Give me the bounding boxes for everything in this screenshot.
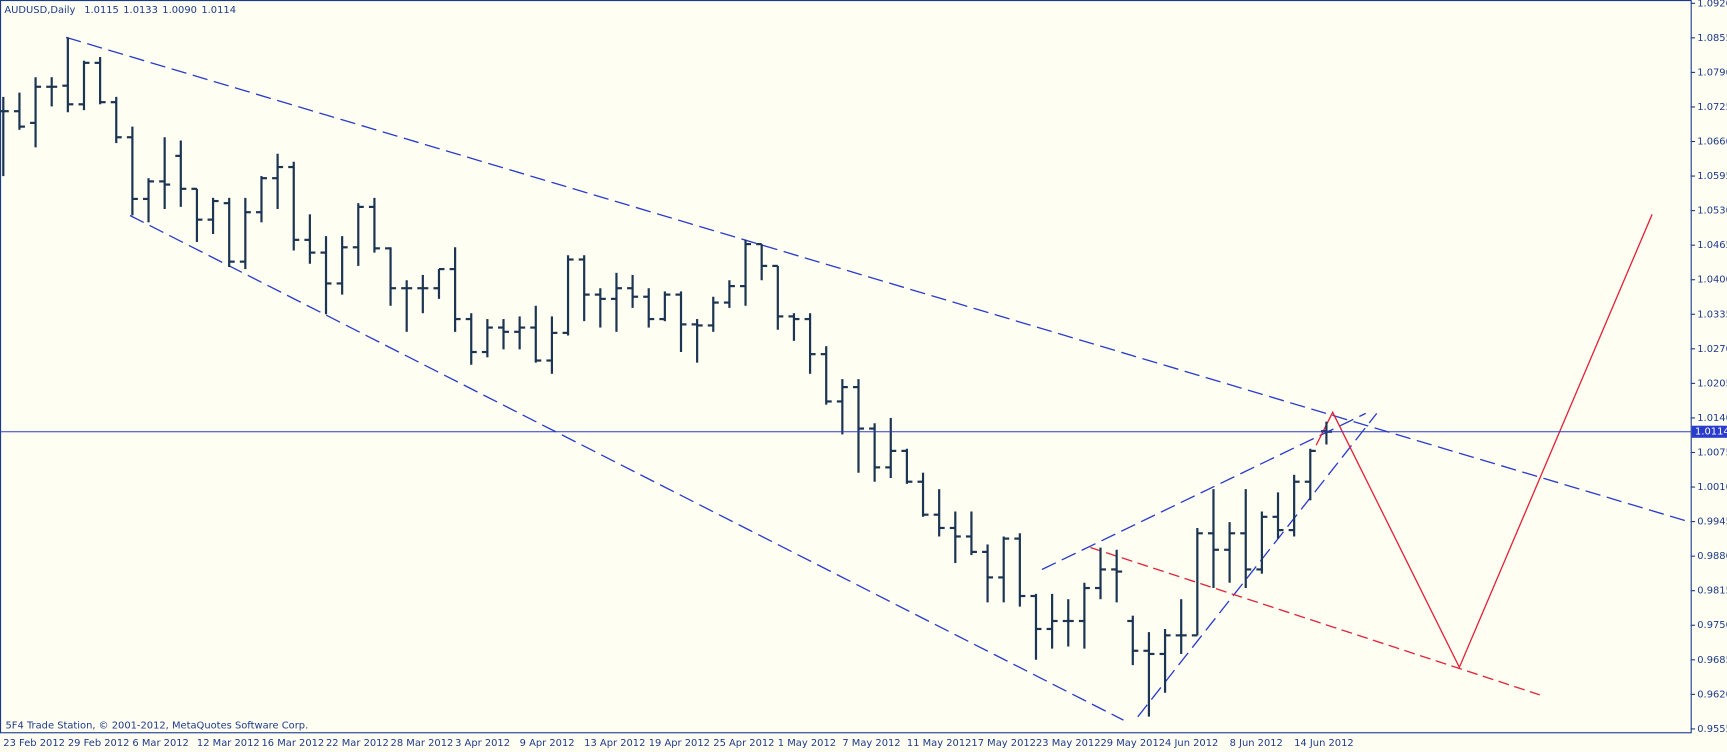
x-tick-label: 23 May 2012 xyxy=(1036,738,1101,749)
price-label-box xyxy=(1691,425,1727,438)
y-tick-label: 1.0595 xyxy=(1697,171,1727,182)
y-tick-label: 1.0205 xyxy=(1697,378,1727,389)
x-tick-label: 1 May 2012 xyxy=(778,738,836,749)
y-tick-label: 0.9685 xyxy=(1697,655,1727,666)
wedge-line xyxy=(1041,412,1367,571)
plot-frame xyxy=(0,0,1692,734)
y-tick-label: 1.0790 xyxy=(1697,67,1727,78)
x-tick-label: 3 Apr 2012 xyxy=(455,738,510,749)
y-tick-label: 1.0660 xyxy=(1697,137,1727,148)
y-tick-label: 1.0400 xyxy=(1697,275,1727,286)
x-tick-label: 28 Mar 2012 xyxy=(391,738,454,749)
x-tick-label: 7 May 2012 xyxy=(842,738,900,749)
x-tick-label: 29 May 2012 xyxy=(1101,738,1166,749)
header-open: 1.0115 xyxy=(84,5,119,16)
y-tick-label: 1.0335 xyxy=(1697,309,1727,320)
footer: 5F4 Trade Station, © 2001-2012, MetaQuot… xyxy=(6,721,309,732)
x-tick-label: 4 Jun 2012 xyxy=(1165,738,1218,749)
x-tick-label: 29 Feb 2012 xyxy=(68,738,130,749)
y-tick-label: 0.9945 xyxy=(1697,517,1727,528)
header-high: 1.0133 xyxy=(123,5,158,16)
symbol: AUDUSD,Daily xyxy=(4,5,75,16)
x-tick-label: 17 May 2012 xyxy=(971,738,1036,749)
y-tick-label: 0.9555 xyxy=(1697,724,1727,735)
x-tick-label: 9 Apr 2012 xyxy=(520,738,575,749)
trend-line xyxy=(129,214,1124,721)
header-close: 1.0114 xyxy=(201,5,236,16)
y-tick-label: 1.0855 xyxy=(1697,33,1727,44)
y-tick-label: 1.0270 xyxy=(1697,344,1727,355)
price-label: 1.0114 xyxy=(1695,427,1727,438)
x-tick-label: 6 Mar 2012 xyxy=(132,738,188,749)
x-tick-label: 22 Mar 2012 xyxy=(326,738,389,749)
x-tick-label: 8 Jun 2012 xyxy=(1230,738,1283,749)
y-tick-label: 1.0010 xyxy=(1697,482,1727,493)
x-tick-label: 23 Feb 2012 xyxy=(3,738,65,749)
drawn-objects xyxy=(65,36,1691,721)
projection-zigzag xyxy=(1315,214,1653,669)
x-tick-label: 25 Apr 2012 xyxy=(713,738,774,749)
x-tick-label: 19 Apr 2012 xyxy=(649,738,710,749)
x-tick-label: 13 Apr 2012 xyxy=(584,738,645,749)
x-tick-label: 12 Mar 2012 xyxy=(197,738,260,749)
trend-line xyxy=(65,36,1691,523)
y-tick-label: 1.0075 xyxy=(1697,447,1727,458)
y-tick-label: 1.0465 xyxy=(1697,240,1727,251)
y-tick-label: 1.0920 xyxy=(1697,0,1727,9)
chart-title: AUDUSD,Daily 1.0115 1.0133 1.0090 1.0114 xyxy=(4,5,236,16)
y-tick-label: 1.0140 xyxy=(1697,413,1727,424)
x-tick-label: 16 Mar 2012 xyxy=(261,738,324,749)
y-tick-label: 1.0530 xyxy=(1697,206,1727,217)
target-line xyxy=(1090,546,1540,696)
x-tick-label: 14 Jun 2012 xyxy=(1294,738,1354,749)
wedge-line xyxy=(1137,412,1378,718)
header-low: 1.0090 xyxy=(162,5,197,16)
y-tick-label: 0.9815 xyxy=(1697,586,1727,597)
y-tick-label: 1.0725 xyxy=(1697,102,1727,113)
x-tick-label: 11 May 2012 xyxy=(907,738,972,749)
